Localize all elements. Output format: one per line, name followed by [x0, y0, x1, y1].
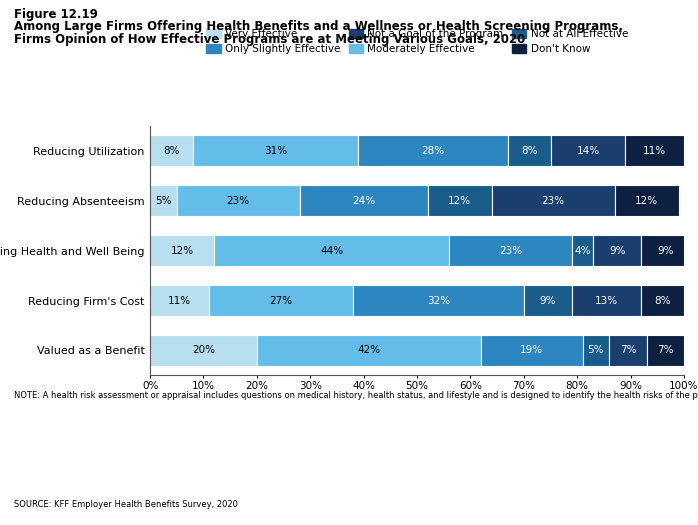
Bar: [641, 285, 684, 316]
Text: 7%: 7%: [620, 345, 636, 355]
Text: 8%: 8%: [521, 146, 537, 156]
Text: 42%: 42%: [357, 345, 380, 355]
Bar: [209, 285, 353, 316]
Bar: [150, 235, 214, 266]
Text: 23%: 23%: [227, 196, 250, 206]
Text: 9%: 9%: [609, 246, 625, 256]
Bar: [492, 185, 615, 216]
Text: 19%: 19%: [520, 345, 544, 355]
Text: 9%: 9%: [657, 246, 674, 256]
Bar: [358, 135, 508, 166]
Text: 8%: 8%: [655, 296, 671, 306]
Bar: [449, 235, 572, 266]
Bar: [150, 185, 177, 216]
Bar: [615, 185, 678, 216]
Bar: [551, 135, 625, 166]
Legend: Very Effective, Only Slightly Effective, Not a Goal of the Program, Moderately E: Very Effective, Only Slightly Effective,…: [206, 29, 628, 54]
Bar: [641, 235, 690, 266]
Bar: [150, 285, 209, 316]
Text: 31%: 31%: [264, 146, 287, 156]
Text: 24%: 24%: [352, 196, 376, 206]
Bar: [572, 285, 641, 316]
Bar: [428, 185, 492, 216]
Bar: [481, 335, 583, 366]
Bar: [150, 135, 193, 166]
Text: 9%: 9%: [540, 296, 556, 306]
Bar: [508, 135, 551, 166]
Bar: [583, 335, 609, 366]
Bar: [214, 235, 449, 266]
Text: 12%: 12%: [635, 196, 658, 206]
Text: Among Large Firms Offering Health Benefits and a Wellness or Health Screening Pr: Among Large Firms Offering Health Benefi…: [14, 20, 623, 33]
Text: NOTE: A health risk assessment or appraisal includes questions on medical histor: NOTE: A health risk assessment or apprai…: [14, 391, 698, 400]
Text: 20%: 20%: [192, 345, 215, 355]
Bar: [609, 335, 646, 366]
Bar: [572, 235, 593, 266]
Text: 23%: 23%: [499, 246, 522, 256]
Text: 5%: 5%: [588, 345, 604, 355]
Text: 32%: 32%: [427, 296, 450, 306]
Bar: [353, 285, 524, 316]
Bar: [299, 185, 428, 216]
Text: 12%: 12%: [170, 246, 193, 256]
Bar: [193, 135, 358, 166]
Text: 11%: 11%: [168, 296, 191, 306]
Text: 8%: 8%: [163, 146, 179, 156]
Bar: [646, 335, 684, 366]
Text: 44%: 44%: [320, 246, 343, 256]
Text: 13%: 13%: [595, 296, 618, 306]
Text: 14%: 14%: [577, 146, 600, 156]
Text: 12%: 12%: [448, 196, 471, 206]
Bar: [524, 285, 572, 316]
Text: Figure 12.19: Figure 12.19: [14, 8, 98, 21]
Text: 27%: 27%: [269, 296, 292, 306]
Bar: [150, 335, 257, 366]
Text: SOURCE: KFF Employer Health Benefits Survey, 2020: SOURCE: KFF Employer Health Benefits Sur…: [14, 500, 238, 509]
Bar: [257, 335, 481, 366]
Text: 11%: 11%: [643, 146, 666, 156]
Bar: [593, 235, 641, 266]
Text: Firms Opinion of How Effective Programs are at Meeting Various Goals, 2020: Firms Opinion of How Effective Programs …: [14, 33, 525, 46]
Bar: [177, 185, 299, 216]
Text: 4%: 4%: [574, 246, 591, 256]
Text: 28%: 28%: [422, 146, 445, 156]
Text: 23%: 23%: [542, 196, 565, 206]
Bar: [625, 135, 684, 166]
Text: 5%: 5%: [155, 196, 172, 206]
Text: 7%: 7%: [657, 345, 674, 355]
